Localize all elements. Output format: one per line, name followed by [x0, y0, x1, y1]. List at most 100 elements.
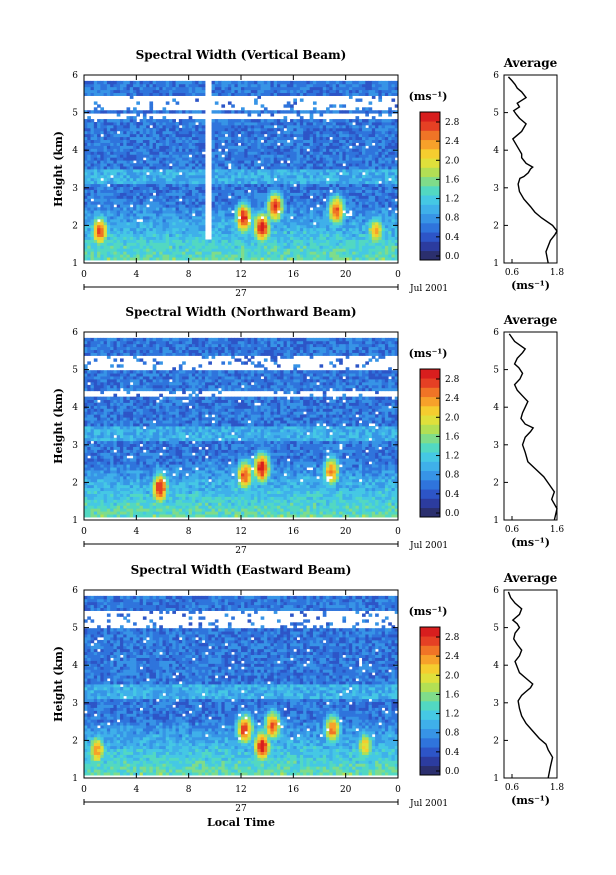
- heatmap-cell: [381, 110, 386, 114]
- heatmap-cell: [87, 130, 91, 135]
- heatmap-cell: [87, 136, 91, 141]
- heatmap-cell: [201, 189, 206, 193]
- heatmap-cell: [84, 160, 88, 164]
- heatmap-cell: [355, 221, 360, 226]
- heatmap-cell: [201, 136, 206, 141]
- heatmap-cell: [316, 227, 320, 232]
- heatmap-cell: [149, 192, 154, 196]
- heatmap-cell: [257, 245, 262, 249]
- heatmap-cell: [152, 242, 157, 246]
- heatmap-cell: [231, 201, 235, 205]
- heatmap-cell: [90, 151, 95, 155]
- heatmap-cell: [178, 221, 183, 226]
- heatmap-cell: [237, 218, 242, 223]
- heatmap-cell: [106, 251, 111, 255]
- heatmap-cell: [87, 133, 91, 138]
- heatmap-cell: [136, 189, 140, 193]
- heatmap-cell: [237, 89, 242, 94]
- heatmap-cell: [119, 148, 124, 152]
- heatmap-cell: [159, 248, 163, 252]
- heatmap-cell: [263, 201, 268, 205]
- heatmap-cell: [133, 183, 137, 188]
- heatmap-cell: [368, 186, 373, 190]
- heatmap-cell: [342, 166, 347, 170]
- heatmap-cell: [388, 160, 392, 164]
- heatmap-cell: [312, 180, 317, 185]
- heatmap-cell: [191, 163, 196, 167]
- heatmap-cell: [182, 130, 186, 135]
- heatmap-cell: [254, 145, 258, 149]
- heatmap-cell: [123, 254, 127, 258]
- heatmap-cell: [97, 221, 101, 226]
- heatmap-cell: [241, 216, 245, 220]
- heatmap-cell: [93, 83, 98, 88]
- heatmap-cell: [129, 169, 134, 173]
- heatmap-cell: [224, 186, 229, 190]
- heatmap-cell: [293, 245, 297, 249]
- heatmap-cell: [90, 169, 95, 173]
- heatmap-cell: [142, 119, 147, 123]
- heatmap-cell: [384, 216, 389, 220]
- heatmap-cell: [224, 163, 229, 167]
- heatmap-cell: [162, 198, 167, 202]
- heatmap-cell: [371, 204, 376, 208]
- heatmap-cell: [113, 213, 118, 217]
- heatmap-cell: [303, 151, 307, 155]
- heatmap-cell: [283, 233, 288, 237]
- heatmap-cell: [142, 177, 147, 182]
- heatmap-cell: [257, 257, 262, 261]
- heatmap-cell: [106, 224, 111, 229]
- heatmap-cell: [201, 180, 206, 185]
- heatmap-cell: [283, 257, 288, 261]
- heatmap-cell: [178, 139, 183, 143]
- heatmap-cell: [241, 124, 245, 129]
- heatmap-cell: [322, 251, 327, 255]
- heatmap-cell: [267, 166, 271, 170]
- heatmap-cell: [87, 201, 91, 205]
- heatmap-cell: [270, 245, 275, 249]
- heatmap-cell: [306, 245, 311, 249]
- heatmap-cell: [322, 233, 327, 237]
- heatmap-cell: [378, 210, 383, 214]
- heatmap-cell: [312, 251, 317, 255]
- heatmap-cell: [332, 216, 337, 220]
- heatmap-cell: [388, 92, 392, 96]
- heatmap-cell: [250, 192, 255, 196]
- heatmap-cell: [391, 86, 396, 91]
- heatmap-cell: [221, 92, 226, 96]
- heatmap-cell: [205, 257, 209, 261]
- heatmap-cell: [276, 192, 281, 196]
- heatmap-cell: [355, 195, 360, 199]
- heatmap-cell: [90, 130, 95, 135]
- heatmap-cell: [322, 89, 327, 94]
- heatmap-cell: [123, 92, 127, 96]
- heatmap-cell: [231, 124, 235, 129]
- heatmap-cell: [299, 130, 304, 135]
- heatmap-cell: [312, 169, 317, 173]
- heatmap-cell: [244, 251, 248, 255]
- heatmap-cell: [129, 148, 134, 152]
- heatmap-cell: [329, 224, 333, 229]
- heatmap-cell: [391, 251, 396, 255]
- heatmap-cell: [332, 133, 337, 138]
- heatmap-cell: [123, 169, 127, 173]
- heatmap-cell: [142, 192, 147, 196]
- heatmap-cell: [123, 210, 127, 214]
- heatmap-cell: [342, 122, 347, 126]
- heatmap-cell: [391, 180, 396, 185]
- heatmap-cell: [113, 221, 118, 226]
- heatmap-cell: [241, 254, 245, 258]
- heatmap-cell: [133, 210, 137, 214]
- heatmap-cell: [100, 174, 105, 179]
- heatmap-cell: [345, 216, 350, 220]
- heatmap-cell: [231, 86, 235, 91]
- heatmap-cell: [224, 230, 229, 235]
- heatmap-cell: [142, 218, 147, 223]
- heatmap-cell: [368, 198, 373, 202]
- heatmap-cell: [100, 245, 105, 249]
- heatmap-cell: [129, 198, 134, 202]
- heatmap-cell: [198, 204, 203, 208]
- heatmap-cell: [342, 257, 347, 261]
- heatmap-cell: [378, 183, 383, 188]
- heatmap-cell: [214, 89, 219, 94]
